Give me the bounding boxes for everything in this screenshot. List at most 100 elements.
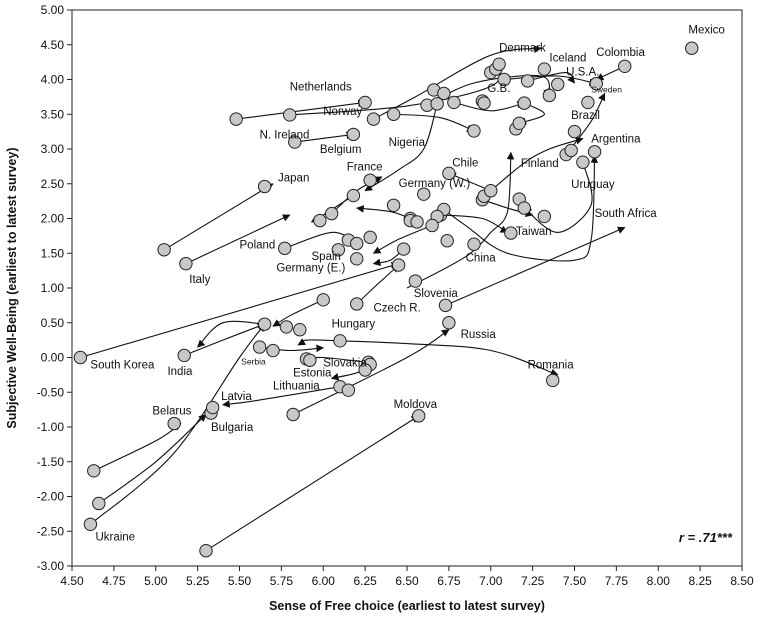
data-point bbox=[199, 544, 213, 558]
country-label: China bbox=[466, 253, 497, 265]
trajectory-arrow bbox=[163, 183, 274, 251]
y-tick-label: -2.00 bbox=[37, 490, 65, 504]
trajectory-arrow bbox=[205, 415, 420, 552]
data-point bbox=[333, 334, 347, 348]
data-point bbox=[576, 155, 590, 169]
x-tick-label: 6.00 bbox=[312, 574, 336, 588]
data-point bbox=[286, 407, 300, 422]
points-layer bbox=[73, 41, 699, 558]
x-tick-label: 7.00 bbox=[479, 574, 503, 588]
data-point bbox=[589, 76, 603, 91]
trajectory-arrow bbox=[339, 340, 559, 377]
data-point bbox=[157, 243, 171, 257]
country-label: Norway bbox=[323, 106, 362, 118]
data-point bbox=[587, 145, 602, 159]
x-tick-label: 8.00 bbox=[647, 574, 671, 588]
country-label: Uruguay bbox=[571, 179, 615, 191]
data-point bbox=[386, 198, 401, 212]
y-tick-label: 0.00 bbox=[41, 351, 65, 365]
data-point bbox=[278, 241, 292, 256]
trajectory-arrow bbox=[292, 329, 450, 415]
data-point bbox=[537, 62, 552, 76]
trajectory-arrow bbox=[406, 151, 515, 289]
country-label: Moldova bbox=[394, 399, 438, 411]
y-tick-label: 4.00 bbox=[41, 73, 65, 87]
trajectory-arrow bbox=[393, 113, 475, 132]
y-tick-label: 2.50 bbox=[41, 177, 65, 191]
trajectory-arrow bbox=[98, 413, 207, 504]
data-point bbox=[438, 298, 453, 313]
x-tick-label: 7.25 bbox=[521, 574, 545, 588]
data-point bbox=[551, 77, 565, 92]
country-label: Belgium bbox=[320, 144, 362, 156]
data-point bbox=[520, 74, 535, 88]
y-axis-ticks: 5.00 4.50 4.00 3.50 3.00 2.50 2.00 1.50 1.00 0.50… bbox=[37, 3, 72, 573]
country-label: Sweden bbox=[591, 85, 622, 95]
country-label: Belarus bbox=[152, 405, 191, 417]
data-point bbox=[303, 353, 317, 367]
country-label: U.S.A. bbox=[566, 66, 599, 78]
country-label: Netherlands bbox=[290, 82, 352, 94]
country-label: Bulgaria bbox=[211, 422, 254, 434]
trajectory-arrow bbox=[504, 75, 598, 87]
data-point bbox=[206, 400, 220, 415]
trajectory-arrow bbox=[445, 226, 626, 306]
trajectory-arrow bbox=[294, 131, 355, 143]
data-point bbox=[412, 409, 426, 423]
trajectory-arrow bbox=[272, 299, 324, 327]
country-label: Mexico bbox=[688, 25, 724, 37]
y-tick-label: -2.50 bbox=[37, 524, 65, 538]
x-tick-label: 8.25 bbox=[688, 574, 712, 588]
trajectory-arrow bbox=[373, 45, 542, 120]
data-point bbox=[425, 218, 439, 233]
y-axis-title: Subjective Well-Being (earliest to lates… bbox=[5, 147, 19, 428]
data-point bbox=[437, 86, 451, 101]
data-point bbox=[324, 206, 339, 221]
country-label: N. Ireland bbox=[260, 130, 310, 142]
data-point bbox=[442, 166, 456, 181]
country-label: Romania bbox=[528, 360, 575, 372]
labels-layer: Netherlands N. Ireland Norway Belgium Nigeri… bbox=[90, 25, 724, 544]
country-label: Spain bbox=[312, 251, 341, 263]
data-point bbox=[266, 343, 280, 358]
data-point bbox=[685, 41, 699, 55]
data-point bbox=[386, 107, 401, 121]
data-point bbox=[363, 230, 377, 244]
trajectory-arrow bbox=[527, 72, 575, 84]
country-label: G.B. bbox=[487, 83, 510, 95]
data-point bbox=[546, 373, 560, 388]
trajectory-arrow bbox=[453, 100, 526, 112]
data-point bbox=[346, 188, 361, 203]
x-axis-title: Sense of Free choice (earliest to latest… bbox=[269, 599, 545, 613]
data-point bbox=[537, 209, 552, 224]
country-label: Estonia bbox=[293, 367, 332, 379]
data-point bbox=[313, 213, 327, 228]
data-point bbox=[293, 323, 307, 337]
country-label: India bbox=[167, 366, 193, 378]
data-point bbox=[350, 252, 364, 266]
data-point bbox=[564, 143, 578, 158]
country-label: South Africa bbox=[595, 208, 658, 220]
data-point bbox=[87, 464, 101, 478]
country-label: Brazil bbox=[571, 110, 600, 122]
x-tick-label: 8.50 bbox=[730, 574, 754, 588]
data-point bbox=[179, 256, 193, 271]
trajectory-arrow bbox=[222, 386, 341, 408]
y-tick-label: 2.00 bbox=[41, 212, 65, 226]
x-tick-label: 4.50 bbox=[60, 574, 84, 588]
data-point bbox=[279, 320, 294, 334]
trajectory-arrow bbox=[523, 162, 593, 233]
country-label: Latvia bbox=[221, 391, 252, 403]
x-tick-label: 5.00 bbox=[144, 574, 168, 588]
country-label: France bbox=[347, 162, 383, 174]
trajectory-arrow bbox=[93, 423, 182, 472]
data-point bbox=[396, 242, 411, 256]
trajectory-arrow bbox=[90, 323, 266, 525]
data-point bbox=[492, 57, 506, 71]
trajectory-arrow bbox=[185, 214, 291, 265]
y-tick-label: -1.00 bbox=[37, 420, 65, 434]
data-point bbox=[283, 108, 297, 122]
data-point bbox=[358, 363, 372, 377]
data-point bbox=[408, 274, 423, 288]
